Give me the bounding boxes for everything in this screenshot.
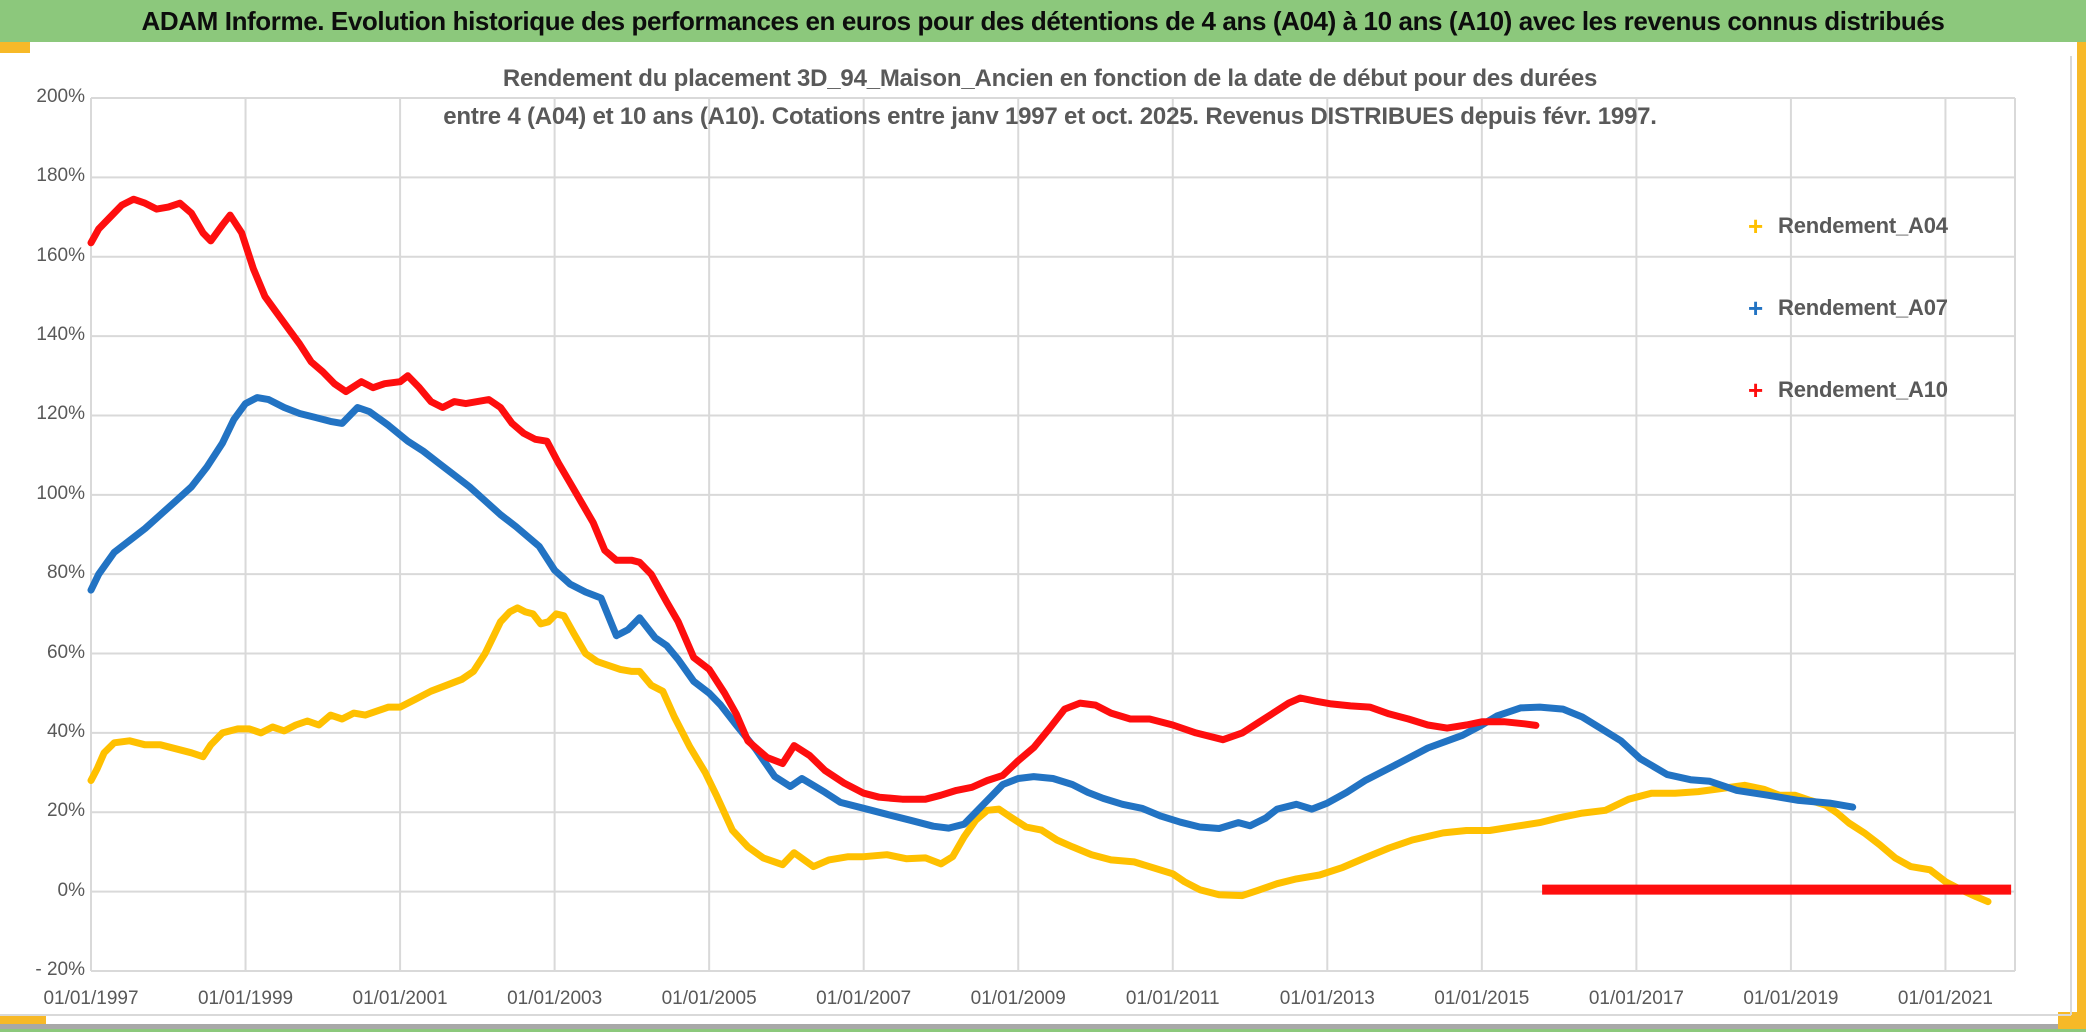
chart-area-right-border xyxy=(2070,56,2072,1015)
series-line-Rendement_A07 xyxy=(87,394,1857,832)
x-axis-tick-label: 01/01/2001 xyxy=(352,988,448,1009)
x-axis-tick-label: 01/01/2015 xyxy=(1434,988,1530,1009)
header-title: ADAM Informe. Evolution historique des p… xyxy=(141,5,1945,36)
chart-area-bottom-border xyxy=(0,1014,2071,1016)
x-axis-tick-label: 01/01/2003 xyxy=(507,988,603,1009)
legend-label: Rendement_A04 xyxy=(1778,213,1948,238)
x-axis-tick-label: 01/01/2021 xyxy=(1897,988,1993,1009)
y-axis-tick-label: - 20% xyxy=(35,959,85,980)
x-axis-tick-label: 01/01/1999 xyxy=(197,988,294,1009)
x-axis-tick-label: 01/01/2009 xyxy=(970,988,1066,1009)
gold-accent-right-stripe xyxy=(2077,42,2086,1032)
series-line-Rendement_A10 xyxy=(87,195,1540,803)
x-axis-tick-label: 01/01/2005 xyxy=(661,988,757,1009)
plus-marker-icon: + xyxy=(1748,210,1764,241)
legend-item-a04[interactable]: + Rendement_A04 xyxy=(1748,204,1948,248)
header-banner: ADAM Informe. Evolution historique des p… xyxy=(0,0,2086,42)
series-line-Rendement_A04 xyxy=(87,604,1992,906)
bottom-green-strip xyxy=(0,1029,2086,1032)
chart-title-line2: entre 4 (A04) et 10 ans (A10). Cotations… xyxy=(443,103,1657,130)
x-axis-tick-label: 01/01/2013 xyxy=(1279,988,1375,1009)
y-axis-tick-label: 80% xyxy=(46,562,85,584)
chart-legend: + Rendement_A04 + Rendement_A07 + Rendem… xyxy=(1748,204,1948,450)
chart-title: Rendement du placement 3D_94_Maison_Anci… xyxy=(380,60,1720,136)
y-axis-tick-label: 0% xyxy=(57,879,85,901)
gold-accent-bottom-left xyxy=(0,1014,46,1027)
plus-marker-icon: + xyxy=(1748,374,1764,405)
gold-accent-bottom-right xyxy=(2058,1012,2086,1032)
gold-accent-top-left xyxy=(0,42,30,53)
x-axis-tick-label: 01/01/2019 xyxy=(1743,988,1839,1009)
y-axis-tick-label: 120% xyxy=(36,403,85,425)
bottom-gray-band xyxy=(0,1024,2058,1030)
x-axis-tick-label: 01/01/2011 xyxy=(1125,988,1220,1009)
legend-item-a10[interactable]: + Rendement_A10 xyxy=(1748,368,1948,412)
y-axis-tick-label: 20% xyxy=(46,800,85,822)
y-axis-tick-label: 160% xyxy=(36,244,85,266)
x-axis-tick-label: 01/01/2017 xyxy=(1588,988,1684,1009)
legend-item-a07[interactable]: + Rendement_A07 xyxy=(1748,286,1948,330)
y-axis-tick-label: 60% xyxy=(46,641,85,663)
legend-label: Rendement_A07 xyxy=(1778,295,1948,320)
chart-title-line1: Rendement du placement 3D_94_Maison_Anci… xyxy=(502,65,1598,92)
plus-marker-icon: + xyxy=(1748,292,1764,323)
legend-label: Rendement_A10 xyxy=(1778,377,1948,402)
y-axis-tick-label: 140% xyxy=(36,324,85,346)
y-axis-tick-label: 100% xyxy=(36,482,85,504)
y-axis-tick-label: 180% xyxy=(36,165,85,187)
y-axis-tick-label: 200% xyxy=(36,86,85,107)
x-axis-tick-label: 01/01/1997 xyxy=(43,988,139,1009)
x-axis-tick-label: 01/01/2007 xyxy=(816,988,912,1009)
y-axis-tick-label: 40% xyxy=(46,720,85,742)
